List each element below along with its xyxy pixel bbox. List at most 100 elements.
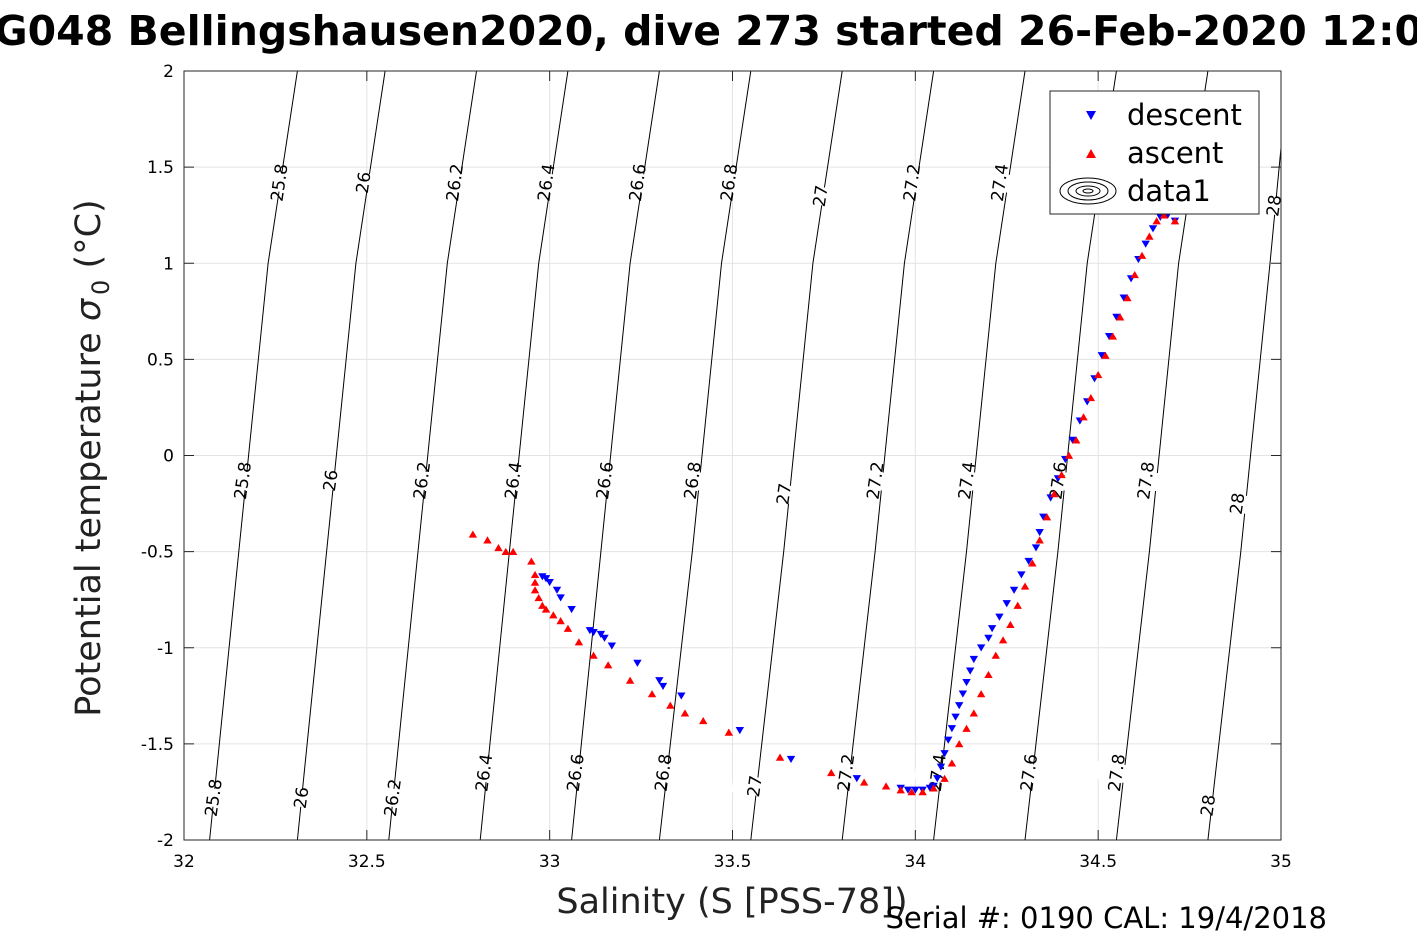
chart-title: SG048 Bellingshausen2020, dive 273 start… [0, 7, 1417, 55]
ascent-point [1101, 351, 1110, 359]
contour-label: 26 [291, 786, 314, 810]
ascent-point [1152, 217, 1161, 225]
contour-label-gap [340, 170, 387, 195]
ascent-point [468, 530, 478, 538]
ascent-point [1159, 211, 1169, 219]
ascent-point [940, 774, 949, 782]
descent-point [947, 725, 957, 733]
descent-point [596, 630, 606, 639]
ascent-point [929, 784, 938, 792]
descent-point [987, 625, 997, 633]
contour-label: 26 [353, 171, 376, 195]
ascent-point [625, 676, 635, 684]
x-tick-label: 34.5 [1079, 852, 1117, 872]
legend-box [1049, 90, 1260, 215]
y-axis-label: Potential temperature σ 0 (°C) [69, 199, 115, 716]
contour-label-gap [760, 481, 807, 506]
ascent-point [1108, 332, 1117, 340]
contour-label-gap [1250, 193, 1297, 218]
descent-point [1024, 557, 1033, 566]
ascent-point [775, 753, 785, 761]
contour-line-27 [750, 70, 843, 841]
contour-label: 27 [810, 184, 833, 208]
contour-label-gap [581, 468, 628, 493]
contour-label-gap [552, 760, 599, 785]
descent-point [903, 786, 913, 794]
ascent-point [947, 759, 957, 767]
contour-label-gap [1214, 491, 1261, 516]
legend: descent ascent data1 [1049, 90, 1260, 215]
descent-point [1112, 313, 1121, 321]
descent-point [936, 763, 946, 771]
contour-line-26-8 [658, 70, 752, 841]
ascent-point [907, 788, 916, 796]
contour-label: 28 [1263, 194, 1286, 218]
descent-point [1031, 544, 1041, 552]
ascent-point [1028, 559, 1037, 567]
ascent-point [666, 701, 675, 709]
ascent-point [1086, 394, 1096, 402]
contour-label-gap [914, 760, 961, 785]
descent-point [940, 750, 949, 758]
contour-label-gap [460, 760, 507, 785]
x-tick-label: 33.5 [714, 852, 752, 872]
x-tick-label: 35 [1270, 852, 1292, 872]
descent-point [969, 655, 979, 664]
x-tick-label: 33 [539, 852, 561, 872]
descent-point [984, 634, 993, 642]
ascent-point [984, 670, 993, 679]
descent-point [545, 579, 554, 587]
descent-point [1009, 586, 1019, 594]
descent-point [556, 594, 565, 602]
descent-point [951, 713, 960, 721]
contour-label-gap [307, 468, 354, 493]
ascent-point [508, 547, 518, 555]
ascent-point [1050, 490, 1059, 498]
ascent-point [530, 578, 540, 586]
contour-label: 28 [1227, 492, 1250, 516]
descent-point [1141, 240, 1150, 248]
ascent-point [881, 782, 891, 790]
contour-line-27-2 [841, 70, 935, 841]
ascent-point [563, 624, 573, 632]
ascent-point [1042, 513, 1052, 521]
y-tick-label: -1 [157, 639, 174, 659]
descent-point [600, 634, 609, 642]
contour-label-gap [1005, 760, 1052, 785]
ascent-point [976, 690, 986, 698]
legend-descent-label: descent [1127, 98, 1242, 132]
ascent-point [494, 544, 503, 552]
contour-label-gap [490, 468, 537, 493]
legend-ascent-marker [1086, 149, 1096, 158]
contour-label-gap [639, 760, 687, 785]
contour-label-gap [1093, 760, 1140, 785]
ascent-point [538, 601, 547, 609]
contour-label-gap [219, 468, 266, 493]
ascent-point [969, 709, 979, 717]
descent-point [538, 573, 547, 581]
contour-label-gap [797, 183, 844, 208]
x-axis-label: Salinity (S [PSS-78]) [556, 882, 907, 922]
ascent-point [534, 593, 543, 602]
descent-point [1039, 513, 1048, 521]
ascent-point [1013, 601, 1022, 609]
contour-line-25-8 [209, 70, 298, 841]
contour-label-gap [888, 170, 935, 195]
ascent-point [991, 651, 1000, 659]
contour-label-gap [431, 170, 478, 195]
contour-label-gap [522, 170, 570, 195]
contour-label: 27 [744, 774, 767, 798]
ascent-point [527, 557, 536, 565]
contour-label-gap [852, 468, 899, 493]
contour-label-gap [256, 170, 303, 195]
descent-point [677, 692, 686, 700]
ascent-point [827, 768, 836, 777]
contour-label-gap [369, 785, 416, 810]
y-tick-label: -1.5 [141, 735, 174, 755]
contour-label-gap [669, 468, 716, 493]
ascent-point [1093, 370, 1103, 379]
y-tick-label: -2 [157, 831, 174, 851]
contour-line-26-4 [479, 70, 569, 841]
descent-point [1148, 225, 1158, 233]
descent-point [1035, 529, 1044, 537]
